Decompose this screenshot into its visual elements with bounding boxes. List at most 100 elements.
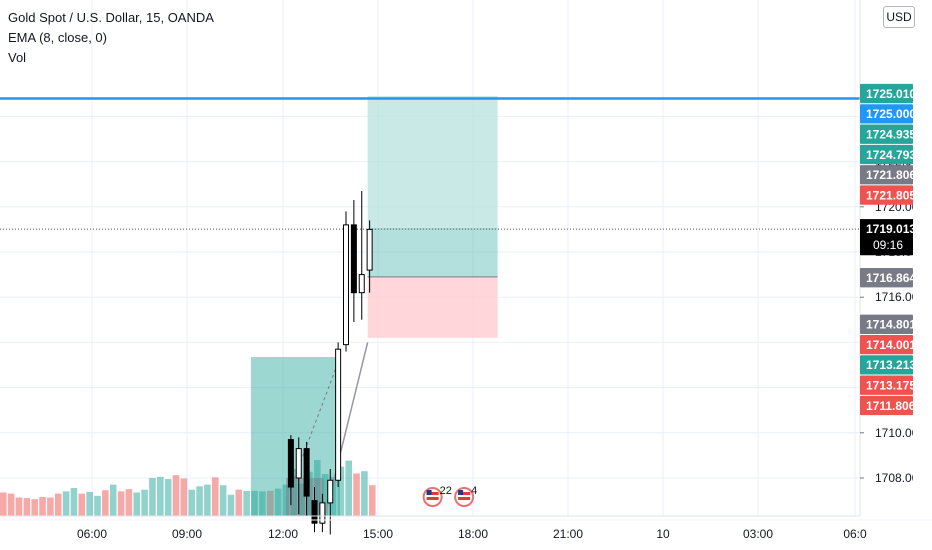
volume-bar [54, 493, 62, 516]
price-label-badge [860, 144, 913, 165]
candle-body [311, 500, 318, 524]
candle-body [327, 479, 334, 504]
price-label-text: 1724.793 [866, 148, 916, 162]
time-tick-label: 12:00 [268, 527, 298, 541]
volume-bar [211, 477, 219, 516]
volume-bar [62, 491, 70, 516]
volume-bar [117, 491, 125, 516]
volume-bar [251, 490, 258, 516]
flag-canton [458, 490, 464, 495]
volume-bar [243, 490, 250, 516]
price-label-badge [860, 375, 913, 395]
volume-bar [31, 499, 38, 516]
price-tick-label: 1708.000 [875, 471, 925, 485]
volume-bar [94, 495, 101, 516]
candle-body [343, 224, 349, 346]
volume-bar [204, 484, 211, 516]
volume-bar [102, 490, 109, 516]
price-label-text: 1713.213 [866, 358, 916, 372]
price-tick-label: 1716.000 [875, 290, 925, 304]
volume-bar [266, 490, 274, 516]
previous-position-zone [251, 357, 340, 516]
countdown-text: 09:16 [873, 238, 903, 252]
volume-bar [196, 486, 203, 516]
volume-bar [133, 492, 141, 516]
volume-bar [180, 478, 188, 516]
price-label-badge [860, 185, 913, 205]
flag-stripe [458, 492, 471, 495]
price-label-badge [860, 165, 913, 185]
time-tick-label: 15:00 [363, 527, 393, 541]
volume-bar [274, 488, 282, 516]
price-label-text: 1725.010 [866, 87, 916, 101]
price-label-text: 1725.000 [866, 107, 916, 121]
chart-legend: Gold Spot / U.S. Dollar, 15, OANDA EMA (… [8, 8, 214, 68]
price-label-badge [860, 83, 913, 104]
candle-body [303, 448, 310, 497]
symbol-title[interactable]: Gold Spot / U.S. Dollar, 15, OANDA [8, 10, 214, 25]
volume-bar [353, 473, 360, 516]
volume-bar [368, 485, 376, 516]
axis-margin [913, 0, 932, 516]
candle-body [350, 224, 357, 294]
volume-bar [70, 488, 78, 516]
volume-bar [78, 493, 86, 516]
candle-body [319, 502, 326, 524]
time-tick-label: 09:00 [172, 527, 202, 541]
time-tick-label: 10 [656, 527, 670, 541]
flag-stripe [426, 497, 439, 500]
event-flag-icon[interactable]: 22 [422, 485, 452, 507]
last-price-text: 1719.013 [866, 222, 916, 236]
candle-body [335, 348, 342, 481]
price-label-badge [860, 268, 913, 288]
time-tick-label: 21:00 [553, 527, 583, 541]
volume-bar [259, 491, 266, 516]
volume-bar [219, 485, 227, 516]
volume-bar [235, 489, 243, 516]
flag-stripe [458, 497, 471, 500]
time-tick-label: 06:00 [77, 527, 107, 541]
stop-loss-zone [367, 276, 498, 338]
volume-bar [164, 479, 172, 516]
candle-body [358, 274, 365, 294]
flag-canton [426, 490, 432, 495]
volume-bar [361, 471, 368, 516]
price-label-text: 1713.175 [866, 379, 916, 393]
volume-bar [314, 460, 321, 516]
volume-bar [23, 498, 31, 516]
volume-bar [337, 466, 345, 516]
volume-indicator-label[interactable]: Vol [8, 50, 27, 65]
event-count: 4 [471, 485, 477, 497]
volume-bar [15, 497, 23, 516]
time-tick-label: 18:00 [458, 527, 488, 541]
price-label-badge [860, 104, 913, 124]
event-flag-icon[interactable]: 4 [454, 485, 477, 507]
volume-bar [290, 468, 298, 516]
candle-body [295, 448, 302, 479]
volume-bar [227, 494, 235, 516]
volume-bar [282, 484, 290, 516]
volume-bar [86, 491, 93, 516]
volume-bar [109, 484, 117, 516]
time-tick-label: 06:0 [843, 527, 867, 541]
price-label-text: 1714.801 [866, 318, 916, 332]
volume-bar [188, 489, 195, 516]
volume-bar [345, 460, 352, 516]
currency-button[interactable]: USD [883, 6, 915, 28]
volume-bar [0, 492, 7, 516]
price-tick-label: 1710.000 [875, 426, 925, 440]
previous-position-line [289, 359, 340, 491]
ema-indicator-label[interactable]: EMA (8, close, 0) [8, 30, 107, 45]
candle-body [287, 439, 294, 488]
price-label-badge [860, 314, 913, 334]
candle-body [366, 228, 373, 271]
price-label-text: 1721.806 [866, 168, 916, 182]
event-count: 22 [440, 485, 452, 497]
volume-bar [47, 497, 54, 516]
volume-bar [125, 489, 133, 516]
price-label-badge [860, 355, 913, 375]
volume-bar [298, 483, 305, 516]
volume-bar [149, 477, 156, 516]
volume-bar [7, 493, 15, 516]
